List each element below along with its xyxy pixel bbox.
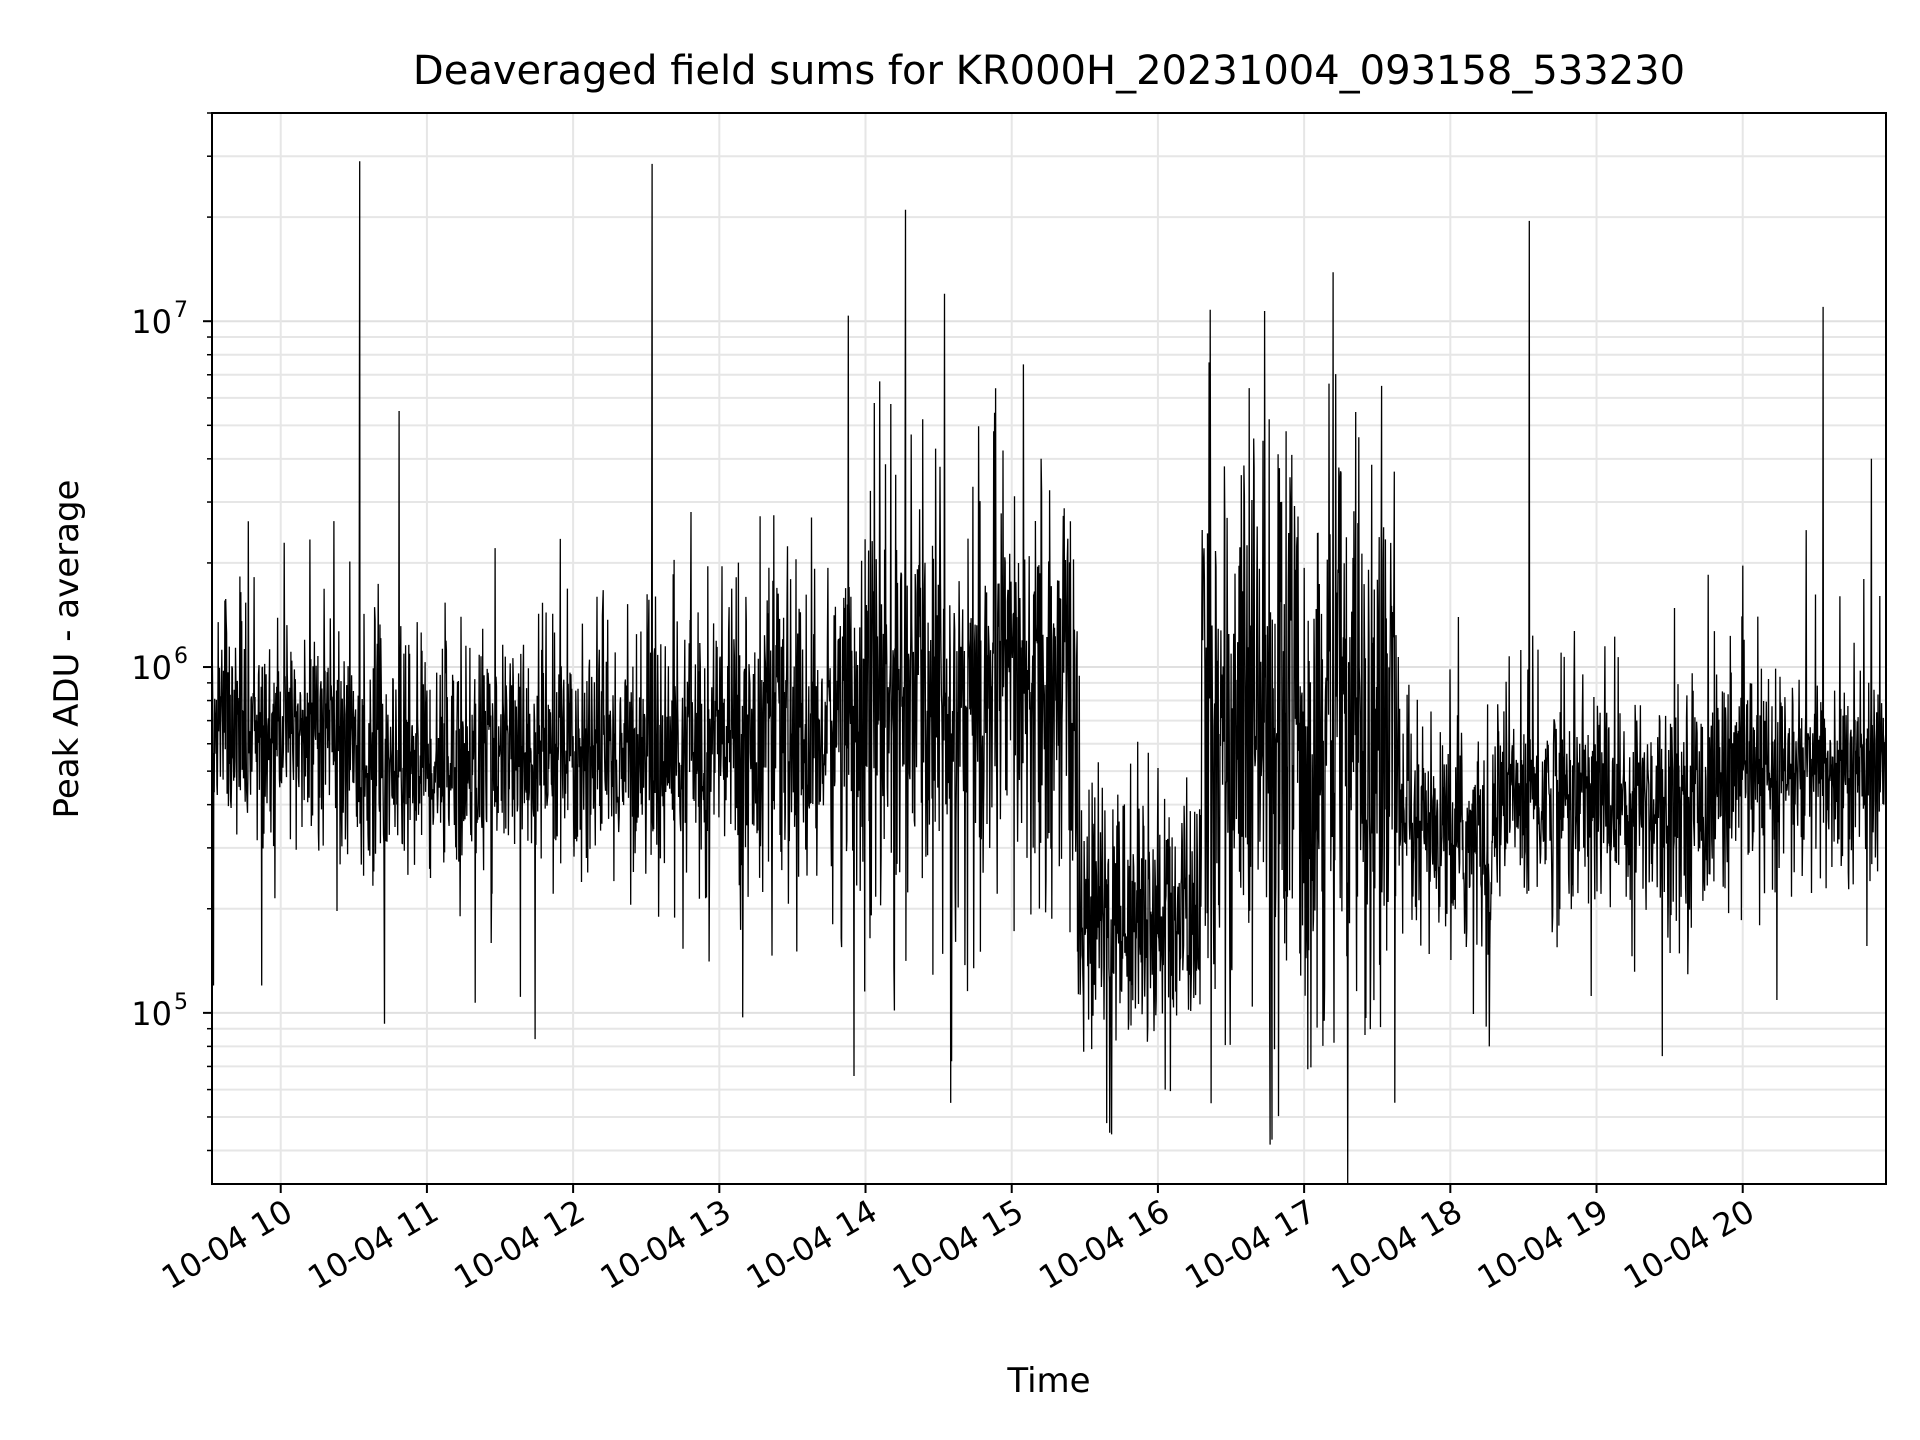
data-series-line (211, 161, 1887, 1185)
y-tick-label: 10 (131, 649, 172, 687)
series-line-path (211, 161, 1887, 1185)
plot-area-frame (211, 112, 1887, 1185)
x-axis-label: Time (1006, 1361, 1090, 1401)
y-tick-exponent: 7 (174, 298, 188, 323)
y-tick-exponent: 6 (174, 644, 188, 669)
y-tick-label: 10 (131, 303, 172, 341)
y-axis-label: Peak ADU - average (47, 480, 87, 819)
y-tick-label: 10 (131, 995, 172, 1033)
chart-title: Deaveraged field sums for KR000H_2023100… (413, 48, 1685, 94)
y-tick-exponent: 5 (174, 990, 188, 1015)
